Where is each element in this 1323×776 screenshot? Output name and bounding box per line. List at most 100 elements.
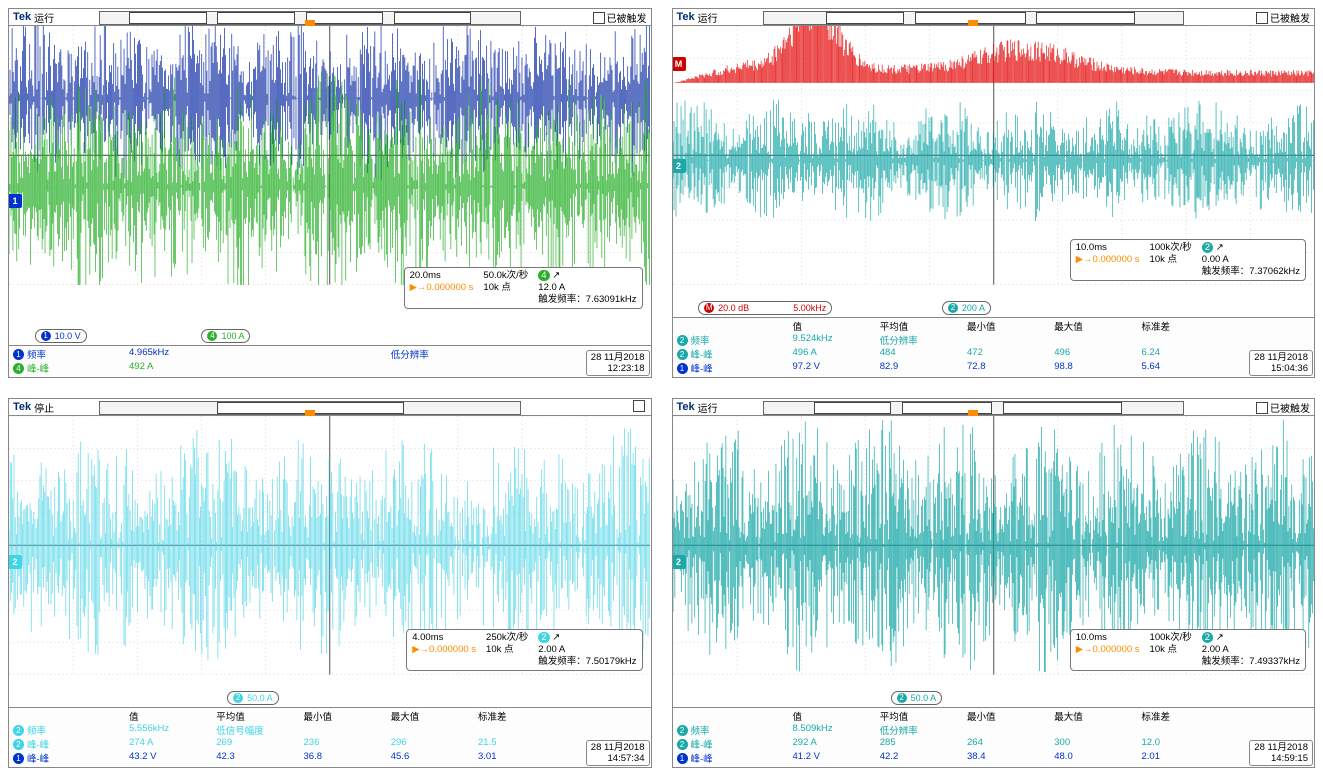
channel-scale-tag[interactable]: 250.0 A (891, 691, 943, 705)
trigger-status (633, 400, 647, 412)
meas-header: 平均值 (880, 709, 961, 723)
meas-value: 285 (880, 737, 961, 751)
trigger-level: 2.00 A (538, 644, 636, 656)
channel-scale-tag[interactable]: 2200 A (942, 301, 991, 315)
meas-row-label: 1峰-峰 (677, 361, 787, 375)
meas-value: 低信号幅度 (216, 723, 297, 737)
meas-header (677, 709, 787, 723)
measurement-footer: 值平均值最小值最大值标准差2频率9.524kHz低分辨率2峰-峰496 A484… (673, 317, 1315, 377)
meas-value: 2.01 (1142, 751, 1223, 765)
timestamp: 28 11月201812:23:18 (586, 350, 650, 376)
trigger-channel: 4 ↗ (538, 270, 636, 282)
meas-value: 274 A (129, 737, 210, 751)
meas-value: 低分辨率 (880, 333, 961, 347)
timebase-readout: 4.00ms 250k次/秒 2 ↗ ▶→0.000000 s 10k 点 2.… (406, 629, 642, 671)
channel-scale-tag[interactable]: 250.0 A (227, 691, 279, 705)
run-state: 运行 (698, 400, 718, 415)
meas-header: 值 (793, 709, 874, 723)
trigger-status: 已被触发 (1256, 10, 1310, 25)
trigger-delay-icon: ▶→0.000000 s (412, 644, 476, 656)
nav-segment[interactable] (814, 402, 892, 414)
meas-value (1142, 723, 1223, 737)
topbar: Tek 运行 已被触发 (9, 9, 651, 26)
trigger-freq: 触发频率：7.50179kHz (538, 656, 636, 668)
channel-marker[interactable]: 1 (9, 194, 22, 208)
meas-value: 8.509kHz (793, 723, 874, 737)
trigger-freq: 触发频率：7.37062kHz (1202, 266, 1300, 278)
nav-segment[interactable] (1003, 402, 1122, 414)
scope-panel-2: Tek 运行 已被触发 M 2 M20.0 dB5.00kHz 2200 A 10.0m… (672, 8, 1316, 378)
trigger-freq: 触发频率：7.63091kHz (538, 294, 636, 306)
meas-row-label: 2频率 (677, 723, 787, 737)
channel-marker[interactable]: 2 (673, 555, 686, 569)
meas-value: 41.2 V (793, 751, 874, 765)
meas-value: 269 (216, 737, 297, 751)
channel-marker[interactable]: M (673, 57, 686, 71)
timebase-value: 10.0ms (1076, 632, 1140, 644)
meas-value: 21.5 (478, 737, 559, 751)
meas-header: 标准差 (478, 709, 559, 723)
meas-value: 6.24 (1142, 347, 1223, 361)
tek-logo: Tek (677, 11, 695, 23)
meas-value: 496 A (793, 347, 874, 361)
meas-value: 98.8 (1054, 361, 1135, 375)
meas-value: 72.8 (967, 361, 1048, 375)
meas-row-label: 2峰-峰 (13, 737, 123, 751)
meas-header: 最小值 (304, 709, 385, 723)
waveform-plot[interactable]: 1110.0 V4100 A 20.0ms 50.0k次/秒 4 ↗ ▶→0.0… (9, 26, 651, 345)
meas-header: 最大值 (1054, 709, 1135, 723)
waveform-plot[interactable]: 2 250.0 A 10.0ms 100k次/秒 2 ↗ ▶→0.000000 s… (673, 416, 1315, 707)
nav-segment[interactable] (902, 402, 992, 414)
waveform-plot[interactable]: 2 250.0 A 4.00ms 250k次/秒 2 ↗ ▶→0.000000 s… (9, 416, 651, 707)
channel-scale-tag[interactable]: 4100 A (201, 329, 250, 343)
scope-panel-1: Tek 运行 已被触发1110.0 V4100 A 20.0ms 50.0k次/… (8, 8, 652, 378)
trigger-delay-icon: ▶→0.000000 s (410, 282, 474, 294)
trigger-channel: 2 ↗ (538, 632, 636, 644)
meas-value (391, 723, 472, 737)
nav-segment[interactable] (129, 12, 207, 24)
meas-value: 48.0 (1054, 751, 1135, 765)
meas-header (677, 319, 787, 333)
meas-value: 45.6 (391, 751, 472, 765)
nav-segment[interactable] (306, 12, 384, 24)
sample-rate: 50.0k次/秒 (483, 270, 528, 282)
measurement-footer: 1频率4.965kHz低分辨率4峰-峰492 A (9, 345, 651, 377)
meas-value: 42.2 (880, 751, 961, 765)
waveform-plot[interactable]: M2M20.0 dB5.00kHz2200 A 10.0ms 100k次/秒 2… (673, 26, 1315, 317)
trigger-status: 已被触发 (1256, 400, 1310, 415)
meas-row-label: 4峰-峰 (13, 361, 123, 375)
meas-value: 3.01 (478, 751, 559, 765)
timestamp: 28 11月201815:04:36 (1249, 350, 1313, 376)
timebase-readout: 10.0ms 100k次/秒 2 ↗ ▶→0.000000 s 10k 点 2.… (1070, 629, 1306, 671)
channel-marker[interactable]: 2 (673, 159, 686, 173)
meas-value: 5.556kHz (129, 723, 210, 737)
nav-segment[interactable] (826, 12, 904, 24)
nav-segment[interactable] (1036, 12, 1134, 24)
meas-value: 472 (967, 347, 1048, 361)
record-length: 10k 点 (483, 282, 528, 294)
channel-marker[interactable]: 2 (9, 555, 22, 569)
meas-value: 484 (880, 347, 961, 361)
trigger-delay-icon: ▶→0.000000 s (1076, 644, 1140, 656)
meas-value (1054, 723, 1135, 737)
meas-value (1229, 333, 1310, 347)
meas-value: 300 (1054, 737, 1135, 751)
nav-segment[interactable] (394, 12, 472, 24)
channel-scale-tag[interactable]: M20.0 dB5.00kHz (698, 301, 832, 315)
meas-value (304, 723, 385, 737)
timebase-value: 10.0ms (1076, 242, 1140, 254)
meas-value (1142, 333, 1223, 347)
timebase-value: 4.00ms (412, 632, 476, 644)
meas-header (1229, 319, 1310, 333)
nav-segment[interactable] (217, 12, 295, 24)
meas-value: 5.64 (1142, 361, 1223, 375)
run-state: 停止 (34, 400, 54, 415)
meas-header: 最大值 (391, 709, 472, 723)
trigger-level: 0.00 A (1202, 254, 1300, 266)
channel-scale-tag[interactable]: 110.0 V (35, 329, 87, 343)
meas-value: 低分辨率 (880, 723, 961, 737)
topbar: Tek 运行 已被触发 (673, 9, 1315, 26)
meas-row-label: 1频率 (13, 347, 123, 361)
run-state: 运行 (34, 10, 54, 25)
meas-row-label: 2峰-峰 (677, 347, 787, 361)
